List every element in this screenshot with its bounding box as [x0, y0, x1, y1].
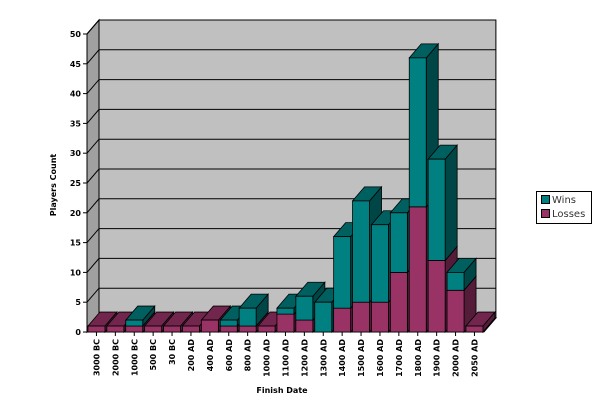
- bar-wins-14: [352, 200, 370, 303]
- bar-losses-16: [389, 271, 408, 333]
- bar-wins-16: [389, 212, 408, 273]
- y-tick-label-5: 5: [75, 298, 81, 307]
- legend-swatch-losses: [541, 208, 550, 218]
- bar-wins-11: [295, 295, 314, 321]
- bar-wins-17: [408, 57, 427, 208]
- x-tick-label-20: 2050 AD: [470, 339, 479, 377]
- y-tick-label-0: 0: [75, 328, 81, 337]
- y-tick-label-20: 20: [70, 209, 82, 218]
- bar-losses-1: [106, 325, 125, 333]
- gridline-40: [86, 79, 496, 94]
- y-tick-label-10: 10: [70, 268, 82, 277]
- bar-losses-10: [276, 313, 295, 333]
- gridline-50: [86, 19, 496, 35]
- x-axis-title: Finish Date: [256, 386, 308, 395]
- legend-item-wins: Wins: [541, 194, 576, 207]
- legend: Wins Losses: [536, 191, 592, 224]
- x-tick-label-12: 1300 AD: [319, 339, 328, 377]
- x-tick-label-14: 1500 AD: [357, 339, 366, 377]
- bar-losses-2: [125, 325, 144, 333]
- bar-losses-11: [295, 319, 314, 333]
- x-tick-label-1: 2000 BC: [111, 339, 120, 376]
- y-tick-label-15: 15: [70, 239, 82, 248]
- x-tick-label-16: 1700 AD: [395, 339, 404, 377]
- y-tick-label-30: 30: [70, 149, 82, 158]
- gridline-35: [86, 108, 496, 124]
- bar-losses-7: [219, 325, 238, 333]
- x-tick-label-0: 3000 BC: [92, 339, 101, 376]
- y-tick-label-25: 25: [70, 179, 82, 188]
- bar-losses-17: [408, 206, 427, 333]
- bar-losses-6: [200, 319, 219, 333]
- bar-wins-10: [276, 307, 295, 315]
- x-tick-label-4: 30 BC: [168, 339, 177, 365]
- y-tick-label-35: 35: [70, 119, 82, 128]
- bar-wins-13: [333, 236, 352, 309]
- legend-label-losses: Losses: [552, 209, 586, 220]
- bar-wins-15: [371, 224, 389, 303]
- bar-losses-14: [352, 301, 370, 333]
- legend-swatch-wins: [541, 194, 550, 204]
- gridline-25: [86, 168, 496, 184]
- x-tick-label-10: 1100 AD: [281, 339, 290, 377]
- x-tick-label-13: 1400 AD: [338, 339, 347, 377]
- bar-wins-19: [446, 271, 465, 291]
- x-tick-label-8: 800 AD: [244, 339, 253, 372]
- bar-losses-9: [257, 325, 276, 333]
- y-axis-title: Players Count: [49, 154, 58, 217]
- x-tick-label-17: 1800 AD: [414, 339, 423, 377]
- bar-losses-19: [446, 289, 465, 333]
- bar-wins-7: [219, 319, 238, 327]
- bar-wins-8: [238, 307, 257, 327]
- gridline-30: [86, 138, 496, 154]
- bar-losses-0: [87, 325, 106, 333]
- bar-side-wins-18: [444, 144, 458, 262]
- legend-item-losses: Losses: [541, 208, 586, 221]
- y-tick-label-45: 45: [70, 60, 82, 69]
- bar-wins-12: [314, 301, 333, 333]
- x-tick-label-19: 2000 AD: [452, 339, 461, 377]
- x-tick-label-18: 1900 AD: [433, 339, 442, 377]
- x-tick-label-6: 400 AD: [206, 339, 215, 372]
- gridline-45: [86, 49, 496, 65]
- bar-losses-3: [144, 325, 163, 333]
- legend-label-wins: Wins: [552, 195, 576, 206]
- bar-losses-4: [163, 325, 181, 333]
- x-tick-label-15: 1600 AD: [376, 339, 385, 377]
- bar-wins-18: [427, 158, 446, 261]
- bar-losses-8: [238, 325, 257, 333]
- x-tick-label-11: 1200 AD: [300, 339, 309, 377]
- x-tick-label-9: 1000 AD: [263, 339, 272, 377]
- x-tick-label-7: 600 AD: [225, 339, 234, 372]
- bar-losses-18: [427, 260, 446, 333]
- x-tick-label-2: 1000 BC: [130, 339, 139, 376]
- x-tick-label-5: 200 AD: [187, 339, 196, 372]
- bar-losses-13: [333, 307, 352, 333]
- y-tick-label-50: 50: [70, 30, 82, 39]
- y-tick-label-40: 40: [70, 90, 82, 99]
- x-tick-label-3: 500 BC: [149, 339, 158, 371]
- bar-losses-20: [465, 325, 484, 333]
- bar-losses-5: [182, 325, 200, 333]
- bar-losses-15: [371, 301, 389, 333]
- bar-wins-2: [125, 319, 144, 327]
